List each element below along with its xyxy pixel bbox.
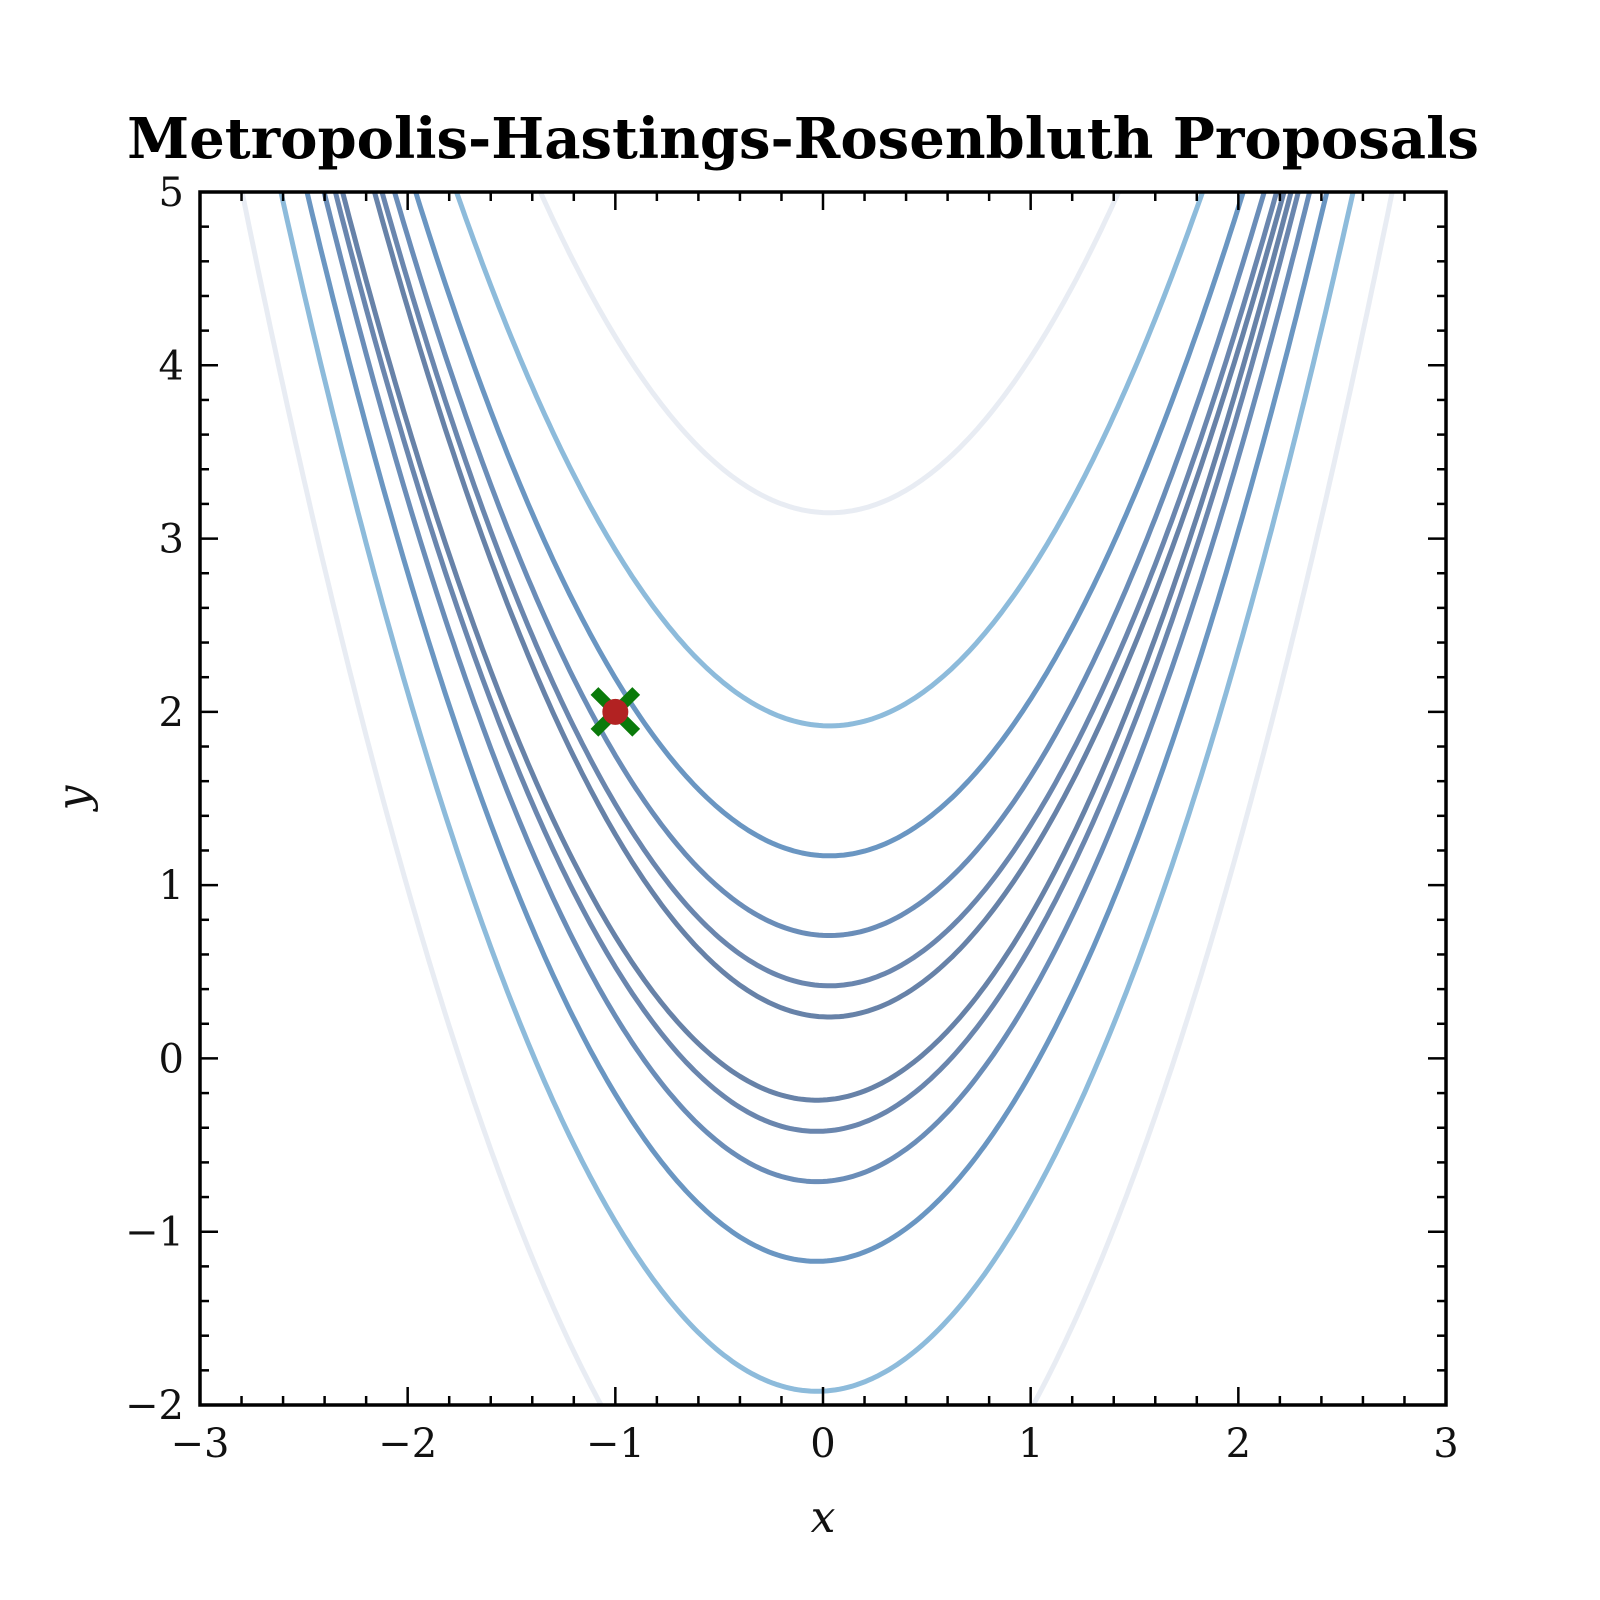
- y-tick-label: −2: [125, 1383, 184, 1429]
- contour-line: [537, 192, 1122, 516]
- contour-line: [379, 192, 1280, 989]
- y-tick-label: −1: [125, 1210, 184, 1256]
- x-tick-labels: −3 −2 −1 0 1 2 3: [171, 1421, 1459, 1467]
- y-tick-label: 4: [159, 343, 184, 389]
- contour-line: [332, 192, 1301, 1134]
- contour-line: [304, 192, 1330, 1264]
- contour-line: [453, 192, 1206, 729]
- chart-title: Metropolis-Hastings-Rosenbluth Proposals: [127, 106, 1479, 172]
- axis-ticks: [198, 190, 1448, 1407]
- contour-line: [413, 192, 1246, 859]
- x-axis-label: x: [811, 1492, 836, 1543]
- contour-line: [391, 192, 1267, 938]
- y-axis-label: y: [48, 784, 99, 812]
- contour-line: [239, 192, 1395, 1405]
- x-tick-label: 1: [1018, 1421, 1043, 1467]
- x-tick-label: −1: [586, 1421, 645, 1467]
- y-tick-label: 0: [159, 1036, 184, 1082]
- x-tick-label: −2: [378, 1421, 437, 1467]
- current-point-marker: [602, 698, 629, 725]
- contour-lines: [239, 192, 1395, 1405]
- contour-line: [371, 192, 1287, 1020]
- contour-line: [339, 192, 1294, 1103]
- x-tick-label: 3: [1433, 1421, 1458, 1467]
- y-tick-labels: −2 −1 0 1 2 3 4 5: [125, 170, 184, 1429]
- y-tick-label: 3: [159, 517, 184, 563]
- x-tick-label: 0: [810, 1421, 835, 1467]
- y-tick-label: 1: [159, 863, 184, 909]
- x-tick-label: 2: [1226, 1421, 1251, 1467]
- contour-line: [321, 192, 1313, 1185]
- x-tick-label: −3: [171, 1421, 230, 1467]
- y-tick-label: 2: [159, 690, 184, 736]
- markers: [590, 687, 641, 737]
- y-tick-label: 5: [159, 170, 184, 216]
